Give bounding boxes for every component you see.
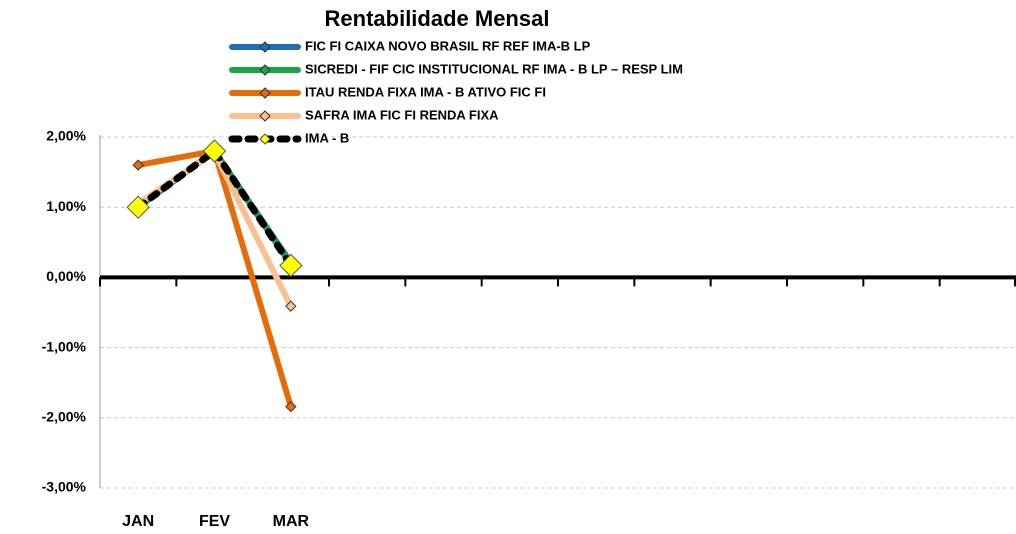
legend-marker — [259, 64, 271, 76]
series-line — [134, 146, 295, 269]
chart-title: Rentabilidade Mensal — [325, 6, 550, 31]
legend-marker — [259, 133, 271, 145]
y-tick-label: -3,00% — [42, 479, 87, 495]
y-tick-label: 2,00% — [46, 128, 86, 144]
y-tick-label: 0,00% — [46, 268, 86, 284]
legend-label: SAFRA IMA FIC FI RENDA FIXA — [305, 107, 499, 122]
x-tick-label: FEV — [199, 513, 230, 530]
point-marker — [126, 195, 150, 219]
legend-marker — [259, 87, 271, 99]
y-tick-label: -2,00% — [42, 409, 87, 425]
x-tick-label: JAN — [122, 513, 154, 530]
y-tick-label: 1,00% — [46, 198, 86, 214]
legend-label: FIC FI CAIXA NOVO BRASIL RF REF IMA-B LP — [305, 38, 591, 53]
point-marker — [285, 400, 297, 413]
point-marker — [279, 253, 303, 278]
y-tick-label: -1,00% — [42, 338, 87, 354]
legend-label: ITAU RENDA FIXA IMA - B ATIVO FIC FI — [305, 84, 546, 99]
series-line — [135, 146, 294, 268]
x-tick-label: MAR — [273, 513, 310, 530]
legend-marker — [259, 41, 271, 53]
point-marker — [202, 139, 227, 163]
point-marker — [132, 159, 144, 171]
legend-label: IMA - B — [305, 130, 349, 145]
legend-label: SICREDI - FIF CIC INSTITUCIONAL RF IMA -… — [305, 61, 683, 76]
point-marker — [285, 300, 297, 312]
legend-marker — [259, 110, 271, 122]
